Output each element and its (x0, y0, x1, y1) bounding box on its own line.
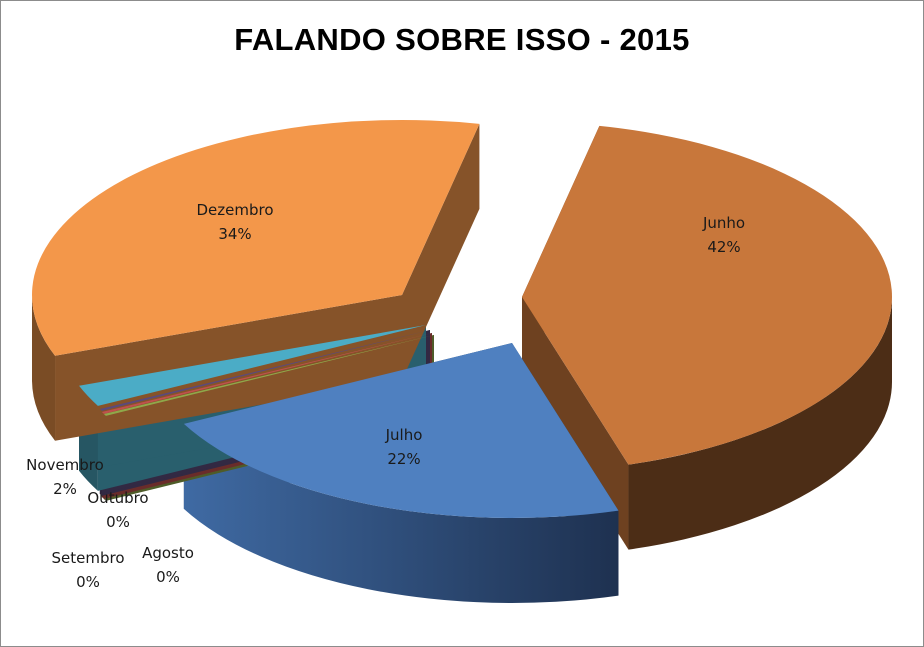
label-name: Julho (385, 426, 423, 444)
label-percent: 0% (156, 568, 180, 586)
label-percent: 0% (106, 513, 130, 531)
data-label-setembro: Setembro 0% (51, 549, 124, 591)
label-percent: 34% (218, 225, 251, 243)
data-label-novembro: Novembro 2% (26, 456, 104, 498)
label-percent: 22% (387, 450, 420, 468)
slice-rim-junho (628, 297, 893, 550)
data-label-outubro: Outubro 0% (87, 489, 148, 531)
slice-dezembro (31, 120, 480, 356)
data-label-junho: Junho 42% (702, 214, 745, 256)
label-percent: 0% (76, 573, 100, 591)
label-percent: 42% (707, 238, 740, 256)
slice-novembro (79, 325, 426, 406)
slice-junho (522, 125, 892, 465)
slice-setembro (101, 333, 433, 414)
data-label-agosto: Agosto 0% (142, 544, 194, 586)
chart-title: FALANDO SOBRE ISSO - 2015 (234, 22, 690, 57)
slice-wall-dezembro (402, 123, 480, 381)
label-name: Dezembro (196, 201, 273, 219)
label-name: Junho (702, 214, 745, 232)
label-name: Outubro (87, 489, 148, 507)
slice-julho (183, 343, 619, 518)
label-name: Agosto (142, 544, 194, 562)
slice-rim-dezembro (32, 295, 56, 441)
slice-rim-julho (183, 423, 619, 603)
label-percent: 2% (53, 480, 77, 498)
data-label-dezembro: Dezembro 34% (196, 201, 273, 243)
label-name: Setembro (51, 549, 124, 567)
slice-agosto (103, 335, 435, 416)
slice-outubro (99, 330, 431, 411)
data-label-julho: Julho 22% (385, 426, 423, 468)
label-name: Novembro (26, 456, 104, 474)
